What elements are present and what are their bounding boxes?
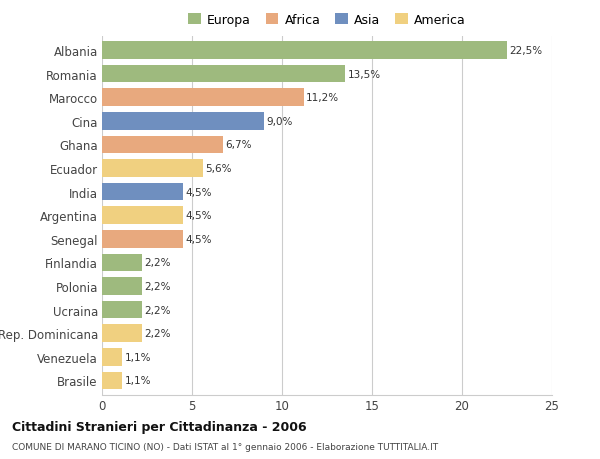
- Bar: [102, 183, 183, 201]
- Text: Cittadini Stranieri per Cittadinanza - 2006: Cittadini Stranieri per Cittadinanza - 2…: [12, 420, 307, 433]
- Text: 11,2%: 11,2%: [307, 93, 340, 103]
- Text: 9,0%: 9,0%: [267, 117, 293, 127]
- Text: 6,7%: 6,7%: [226, 140, 252, 150]
- Bar: [102, 136, 223, 154]
- Text: 2,2%: 2,2%: [145, 281, 171, 291]
- Bar: [102, 112, 264, 130]
- Text: 4,5%: 4,5%: [186, 187, 212, 197]
- Text: 22,5%: 22,5%: [510, 46, 543, 56]
- Legend: Europa, Africa, Asia, America: Europa, Africa, Asia, America: [188, 14, 466, 27]
- Bar: [102, 348, 122, 366]
- Bar: [102, 325, 142, 342]
- Text: 13,5%: 13,5%: [348, 69, 381, 79]
- Text: 2,2%: 2,2%: [145, 329, 171, 338]
- Text: 2,2%: 2,2%: [145, 258, 171, 268]
- Text: 2,2%: 2,2%: [145, 305, 171, 315]
- Bar: [102, 278, 142, 295]
- Text: 5,6%: 5,6%: [205, 163, 232, 174]
- Bar: [102, 42, 507, 60]
- Text: 1,1%: 1,1%: [125, 375, 151, 386]
- Bar: [102, 230, 183, 248]
- Bar: [102, 372, 122, 389]
- Bar: [102, 66, 345, 83]
- Text: 4,5%: 4,5%: [186, 234, 212, 244]
- Bar: [102, 89, 304, 107]
- Bar: [102, 301, 142, 319]
- Bar: [102, 160, 203, 178]
- Bar: [102, 207, 183, 224]
- Text: 1,1%: 1,1%: [125, 352, 151, 362]
- Bar: [102, 254, 142, 272]
- Text: COMUNE DI MARANO TICINO (NO) - Dati ISTAT al 1° gennaio 2006 - Elaborazione TUTT: COMUNE DI MARANO TICINO (NO) - Dati ISTA…: [12, 442, 438, 451]
- Text: 4,5%: 4,5%: [186, 211, 212, 221]
